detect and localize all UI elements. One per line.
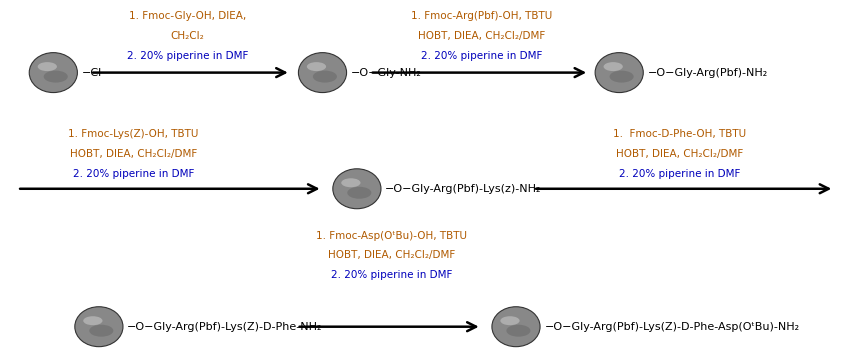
Text: 2. 20% piperine in DMF: 2. 20% piperine in DMF <box>126 51 249 61</box>
Text: CH₂Cl₂: CH₂Cl₂ <box>170 31 205 41</box>
Ellipse shape <box>75 307 123 347</box>
Text: HOBT, DIEA, CH₂Cl₂/DMF: HOBT, DIEA, CH₂Cl₂/DMF <box>616 149 743 159</box>
Text: HOBT, DIEA, CH₂Cl₂/DMF: HOBT, DIEA, CH₂Cl₂/DMF <box>328 250 455 261</box>
Ellipse shape <box>595 53 643 93</box>
Ellipse shape <box>307 62 326 71</box>
Text: 2. 20% piperine in DMF: 2. 20% piperine in DMF <box>421 51 543 61</box>
Ellipse shape <box>610 70 634 82</box>
Ellipse shape <box>89 325 114 337</box>
Ellipse shape <box>604 62 623 71</box>
Ellipse shape <box>341 178 360 187</box>
Text: 2. 20% piperine in DMF: 2. 20% piperine in DMF <box>72 169 194 179</box>
Text: −O−Gly-NH₂: −O−Gly-NH₂ <box>351 68 421 78</box>
Text: 2. 20% piperine in DMF: 2. 20% piperine in DMF <box>330 270 452 281</box>
Text: 1. Fmoc-Asp(OᵗBu)-OH, TBTU: 1. Fmoc-Asp(OᵗBu)-OH, TBTU <box>316 231 467 241</box>
Ellipse shape <box>83 316 102 325</box>
Text: 1.  Fmoc-D-Phe-OH, TBTU: 1. Fmoc-D-Phe-OH, TBTU <box>613 129 746 139</box>
Text: −O−Gly-Arg(Pbf)-NH₂: −O−Gly-Arg(Pbf)-NH₂ <box>648 68 768 78</box>
Text: HOBT, DIEA, CH₂Cl₂/DMF: HOBT, DIEA, CH₂Cl₂/DMF <box>418 31 545 41</box>
Text: −O−Gly-Arg(Pbf)-Lys(Z)-D-Phe-Asp(OᵗBu)-NH₂: −O−Gly-Arg(Pbf)-Lys(Z)-D-Phe-Asp(OᵗBu)-N… <box>544 322 800 332</box>
Ellipse shape <box>44 70 68 82</box>
Ellipse shape <box>38 62 57 71</box>
Ellipse shape <box>507 325 531 337</box>
Ellipse shape <box>29 53 77 93</box>
Ellipse shape <box>347 187 372 199</box>
Ellipse shape <box>492 307 540 347</box>
Text: 1. Fmoc-Lys(Z)-OH, TBTU: 1. Fmoc-Lys(Z)-OH, TBTU <box>68 129 199 139</box>
Ellipse shape <box>501 316 519 325</box>
Text: −Cl: −Cl <box>82 68 102 78</box>
Ellipse shape <box>298 53 347 93</box>
Text: −O−Gly-Arg(Pbf)-Lys(z)-NH₂: −O−Gly-Arg(Pbf)-Lys(z)-NH₂ <box>385 184 542 194</box>
Text: 2. 20% piperine in DMF: 2. 20% piperine in DMF <box>618 169 740 179</box>
Text: 1. Fmoc-Arg(Pbf)-OH, TBTU: 1. Fmoc-Arg(Pbf)-OH, TBTU <box>411 11 552 21</box>
Text: 1. Fmoc-Gly-OH, DIEA,: 1. Fmoc-Gly-OH, DIEA, <box>129 11 246 21</box>
Text: HOBT, DIEA, CH₂Cl₂/DMF: HOBT, DIEA, CH₂Cl₂/DMF <box>70 149 197 159</box>
Ellipse shape <box>333 169 381 209</box>
Text: −O−Gly-Arg(Pbf)-Lys(Z)-D-Phe-NH₂: −O−Gly-Arg(Pbf)-Lys(Z)-D-Phe-NH₂ <box>127 322 322 332</box>
Ellipse shape <box>313 70 337 82</box>
